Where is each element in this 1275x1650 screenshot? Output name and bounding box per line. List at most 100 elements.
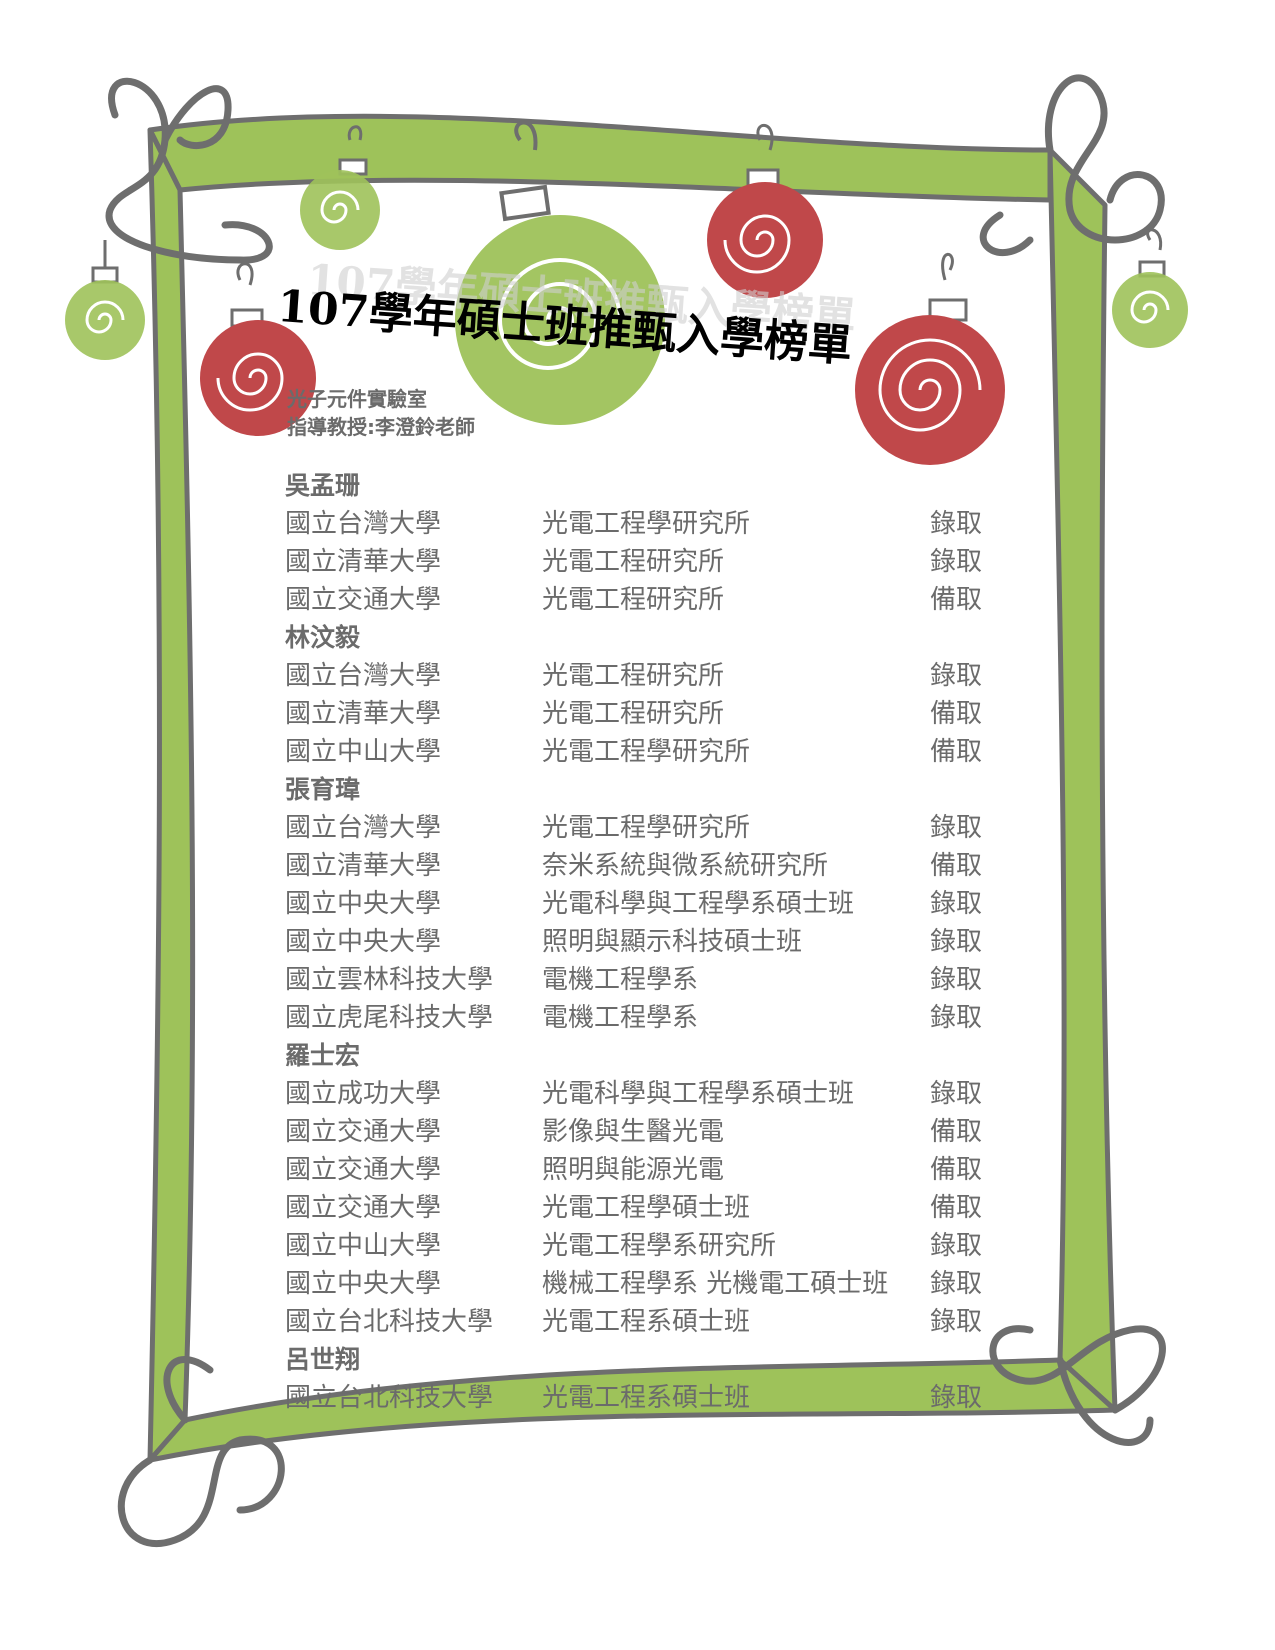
swirl-top-right <box>1045 74 1165 244</box>
result-row: 國立中山大學 光電工程學系研究所 錄取 <box>285 1227 1025 1265</box>
university-name: 國立台灣大學 <box>285 661 442 691</box>
result-row: 國立台北科技大學 光電工程系碩士班 錄取 <box>285 1379 1025 1417</box>
department-name: 光電工程研究所 <box>542 661 725 691</box>
department-name: 光電工程學研究所 <box>542 813 751 843</box>
student-name: 吳孟珊 <box>285 471 361 500</box>
university-name: 國立雲林科技大學 <box>285 965 494 995</box>
department-name: 光電工程系碩士班 <box>542 1307 751 1337</box>
department-name: 光電工程研究所 <box>542 547 725 577</box>
department-name: 光電工程學研究所 <box>542 737 751 767</box>
department-name: 機械工程學系 光機電工碩士班 <box>542 1269 889 1299</box>
department-name: 照明與顯示科技碩士班 <box>542 927 803 957</box>
result-row: 國立交通大學 照明與能源光電 備取 <box>285 1151 1025 1189</box>
result-row: 國立成功大學 光電科學與工程學系碩士班 錄取 <box>285 1075 1025 1113</box>
admission-status: 錄取 <box>930 927 983 957</box>
university-name: 國立中央大學 <box>285 1269 442 1299</box>
admission-status: 錄取 <box>930 509 983 539</box>
frame-right-band <box>1047 147 1118 1413</box>
department-name: 光電工程學碩士班 <box>542 1193 751 1223</box>
university-name: 國立交通大學 <box>285 1117 442 1147</box>
swirl-top-left-2 <box>161 85 232 149</box>
university-name: 國立清華大學 <box>285 851 442 881</box>
student-name: 羅士宏 <box>285 1041 361 1070</box>
result-row: 國立交通大學 光電工程學碩士班 備取 <box>285 1189 1025 1227</box>
university-name: 國立中央大學 <box>285 889 442 919</box>
admission-status: 錄取 <box>930 1231 983 1261</box>
university-name: 國立台灣大學 <box>285 509 442 539</box>
department-name: 光電科學與工程學系碩士班 <box>542 1079 855 1109</box>
department-name: 照明與能源光電 <box>542 1155 725 1185</box>
department-name: 奈米系統與微系統研究所 <box>542 851 829 881</box>
university-name: 國立台灣大學 <box>285 813 442 843</box>
result-row: 國立台灣大學 光電工程學研究所 錄取 <box>285 809 1025 847</box>
department-name: 電機工程學系 <box>542 965 699 995</box>
frame-left-band <box>147 127 196 1463</box>
result-row: 國立清華大學 奈米系統與微系統研究所 備取 <box>285 847 1025 885</box>
ornament-green-small-top <box>300 125 380 250</box>
swirl-bottom-left-2 <box>163 1356 214 1424</box>
department-name: 光電工程學系研究所 <box>542 1231 777 1261</box>
admission-status: 錄取 <box>930 1003 983 1033</box>
admission-status: 備取 <box>930 1193 983 1223</box>
department-name: 光電科學與工程學系碩士班 <box>542 889 855 919</box>
admission-status: 錄取 <box>930 1079 983 1109</box>
ornament-green-small-left <box>65 240 145 360</box>
swirl-bottom-left <box>118 1435 285 1547</box>
lab-info: 光子元件實驗室 指導教授:李澄鈴老師 <box>287 385 475 441</box>
student-name: 張育瑋 <box>285 775 361 804</box>
ornament-green-large <box>455 120 665 425</box>
admission-status: 錄取 <box>930 1269 983 1299</box>
result-row: 國立中央大學 光電科學與工程學系碩士班 錄取 <box>285 885 1025 923</box>
university-name: 國立台北科技大學 <box>285 1383 494 1413</box>
frame-top-band <box>147 113 1053 203</box>
admission-status: 備取 <box>930 585 983 615</box>
department-name: 光電工程研究所 <box>542 699 725 729</box>
student-name: 呂世翔 <box>285 1345 361 1374</box>
university-name: 國立成功大學 <box>285 1079 442 1109</box>
result-row: 國立台灣大學 光電工程研究所 錄取 <box>285 657 1025 695</box>
lab-name: 光子元件實驗室 <box>287 387 427 411</box>
university-name: 國立交通大學 <box>285 585 442 615</box>
admission-status: 錄取 <box>930 965 983 995</box>
admission-status: 錄取 <box>930 813 983 843</box>
result-row: 國立虎尾科技大學 電機工程學系 錄取 <box>285 999 1025 1037</box>
swirl-top-left <box>105 77 273 264</box>
admission-status: 備取 <box>930 1155 983 1185</box>
result-row: 國立台灣大學 光電工程學研究所 錄取 <box>285 505 1025 543</box>
ornament-red-top <box>707 124 823 298</box>
department-name: 光電工程系碩士班 <box>542 1383 751 1413</box>
university-name: 國立交通大學 <box>285 1193 442 1223</box>
swirl-bottom-right <box>989 1325 1166 1414</box>
result-row: 國立清華大學 光電工程研究所 錄取 <box>285 543 1025 581</box>
university-name: 國立中山大學 <box>285 737 442 767</box>
result-row: 國立交通大學 光電工程研究所 備取 <box>285 581 1025 619</box>
admission-status: 備取 <box>930 737 983 767</box>
university-name: 國立清華大學 <box>285 699 442 729</box>
swirl-top-right-2 <box>979 211 1034 256</box>
department-name: 光電工程學研究所 <box>542 509 751 539</box>
ornament-red-right <box>855 252 1005 465</box>
result-row: 國立中央大學 照明與顯示科技碩士班 錄取 <box>285 923 1025 961</box>
result-row: 國立交通大學 影像與生醫光電 備取 <box>285 1113 1025 1151</box>
admission-status: 錄取 <box>930 889 983 919</box>
department-name: 電機工程學系 <box>542 1003 699 1033</box>
result-row: 國立雲林科技大學 電機工程學系 錄取 <box>285 961 1025 999</box>
result-row: 國立中山大學 光電工程學研究所 備取 <box>285 733 1025 771</box>
admission-status: 備取 <box>930 699 983 729</box>
advisor-name: 指導教授:李澄鈴老師 <box>287 415 475 439</box>
university-name: 國立交通大學 <box>285 1155 442 1185</box>
university-name: 國立清華大學 <box>285 547 442 577</box>
swirl-bottom-right-2 <box>1056 1356 1154 1446</box>
admission-list: 吳孟珊 國立台灣大學 光電工程學研究所 錄取 國立清華大學 光電工程研究所 錄取 國立交通大學… <box>285 467 1025 1417</box>
university-name: 國立中央大學 <box>285 927 442 957</box>
university-name: 國立台北科技大學 <box>285 1307 494 1337</box>
student-name: 林汶毅 <box>285 623 361 652</box>
ornament-green-small-right <box>1112 228 1188 348</box>
result-row: 國立中央大學 機械工程學系 光機電工碩士班 錄取 <box>285 1265 1025 1303</box>
university-name: 國立中山大學 <box>285 1231 442 1261</box>
admission-status: 備取 <box>930 1117 983 1147</box>
result-row: 國立台北科技大學 光電工程系碩士班 錄取 <box>285 1303 1025 1341</box>
admission-status: 錄取 <box>930 547 983 577</box>
admission-status: 錄取 <box>930 1383 983 1413</box>
